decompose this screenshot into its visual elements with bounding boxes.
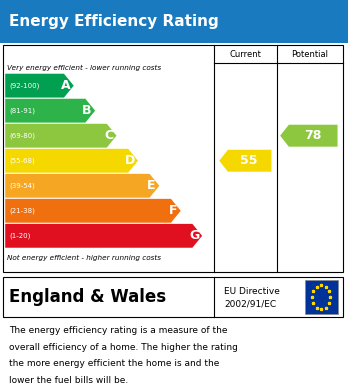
Polygon shape [5, 224, 202, 248]
Text: 2002/91/EC: 2002/91/EC [224, 299, 277, 308]
Text: Energy Efficiency Rating: Energy Efficiency Rating [9, 14, 219, 29]
Text: Current: Current [229, 50, 261, 59]
Text: (81-91): (81-91) [9, 108, 35, 114]
Polygon shape [5, 149, 138, 173]
Text: (21-38): (21-38) [9, 208, 35, 214]
Text: Potential: Potential [291, 50, 328, 59]
Polygon shape [219, 150, 271, 172]
Polygon shape [5, 174, 159, 198]
Text: The energy efficiency rating is a measure of the: The energy efficiency rating is a measur… [9, 326, 227, 335]
Text: 55: 55 [240, 154, 258, 167]
Text: lower the fuel bills will be.: lower the fuel bills will be. [9, 376, 128, 385]
Text: (39-54): (39-54) [9, 183, 35, 189]
Text: D: D [125, 154, 135, 167]
Text: A: A [61, 79, 71, 92]
Text: 78: 78 [304, 129, 321, 142]
Text: (69-80): (69-80) [9, 133, 35, 139]
Text: (55-68): (55-68) [9, 158, 35, 164]
Text: B: B [82, 104, 92, 117]
Text: Very energy efficient - lower running costs: Very energy efficient - lower running co… [7, 65, 161, 71]
Text: England & Wales: England & Wales [9, 288, 166, 306]
Polygon shape [5, 99, 95, 123]
Text: (1-20): (1-20) [9, 233, 31, 239]
Text: C: C [104, 129, 113, 142]
Text: (92-100): (92-100) [9, 83, 40, 89]
Text: the more energy efficient the home is and the: the more energy efficient the home is an… [9, 359, 219, 368]
Text: EU Directive: EU Directive [224, 287, 280, 296]
Polygon shape [280, 125, 338, 147]
Polygon shape [5, 199, 181, 223]
Text: overall efficiency of a home. The higher the rating: overall efficiency of a home. The higher… [9, 343, 238, 352]
Text: E: E [147, 179, 156, 192]
Text: Not energy efficient - higher running costs: Not energy efficient - higher running co… [7, 255, 161, 261]
Text: G: G [189, 229, 199, 242]
Polygon shape [5, 74, 74, 98]
Text: F: F [168, 204, 177, 217]
Polygon shape [5, 124, 117, 148]
Bar [304, 280, 338, 314]
